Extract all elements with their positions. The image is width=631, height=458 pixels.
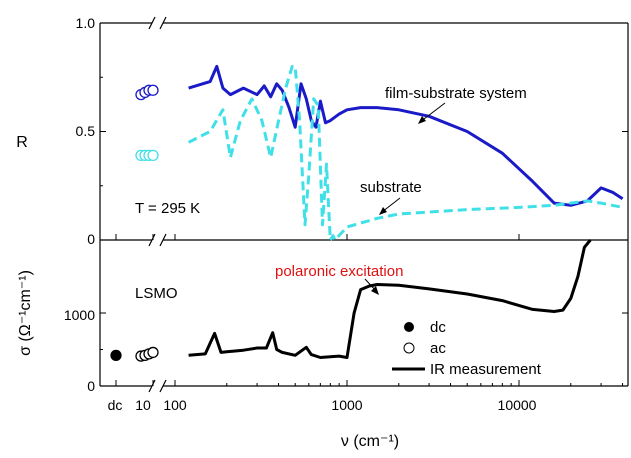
top-ylabel: R — [16, 134, 28, 151]
top-series-1-line — [187, 64, 623, 242]
xtick-label-10000: 10000 — [498, 397, 537, 413]
legend-dc-label: dc — [430, 319, 446, 336]
top-series-2-point-3 — [147, 84, 159, 96]
legend: dc ac IR measurement — [392, 319, 542, 378]
bottom-axis-break-mark-b — [159, 379, 167, 393]
top-ytick-label-1.0: 1.0 — [76, 15, 96, 31]
substrate-arrowhead — [379, 207, 387, 215]
bottom-series-0-line — [188, 239, 592, 359]
substrate-label: substrate — [360, 179, 422, 196]
axis-ticks — [100, 22, 628, 387]
bottom-axis-break-mark-a — [148, 379, 156, 393]
middle-axis-break-mark-gap — [152, 234, 163, 246]
xtick-label-10: 10 — [135, 397, 151, 413]
top-ytick-label-0: 0 — [87, 231, 95, 247]
legend-ir-label: IR measurement — [430, 361, 542, 378]
top-series-0-line — [188, 64, 624, 207]
bottom-ytick-label-0: 0 — [87, 378, 95, 394]
bottom-series-1-point-0 — [110, 349, 122, 361]
plot-frames — [99, 16, 629, 393]
top-axis-break-mark-a — [148, 16, 156, 30]
film-arrowhead — [418, 116, 426, 124]
xtick-label-100: 100 — [163, 397, 187, 413]
film-label: film-substrate system — [385, 85, 527, 102]
legend-dc-marker — [404, 322, 414, 332]
top-ytick-label-0.5: 0.5 — [76, 123, 96, 139]
marker-layer — [110, 84, 159, 362]
legend-ac-marker — [403, 342, 415, 354]
polaronic-arrowhead — [371, 286, 379, 295]
middle-axis-break-mark-a — [148, 233, 156, 247]
series-layer — [187, 64, 624, 359]
legend-ac-label: ac — [430, 340, 446, 357]
bottom-series-2-point-3 — [147, 346, 159, 359]
bottom-ytick-label-1000: 1000 — [64, 307, 95, 323]
bottom-ylabel: σ (Ω⁻¹cm⁻¹) — [17, 270, 34, 356]
x-axis-label: ν (cm⁻¹) — [341, 433, 399, 450]
polaronic-label: polaronic excitation — [275, 263, 403, 280]
top-axis-break-mark-gap — [152, 17, 163, 29]
xtick-label-dc: dc — [108, 397, 123, 413]
xtick-label-1000: 1000 — [331, 397, 362, 413]
sample-label: LSMO — [135, 285, 178, 302]
bottom-axis-break-mark-gap — [152, 380, 163, 392]
top-axis-break-mark-b — [159, 16, 167, 30]
temperature-label: T = 295 K — [135, 200, 200, 217]
middle-axis-break-mark-b — [159, 233, 167, 247]
top-series-3-point-3 — [147, 149, 159, 162]
